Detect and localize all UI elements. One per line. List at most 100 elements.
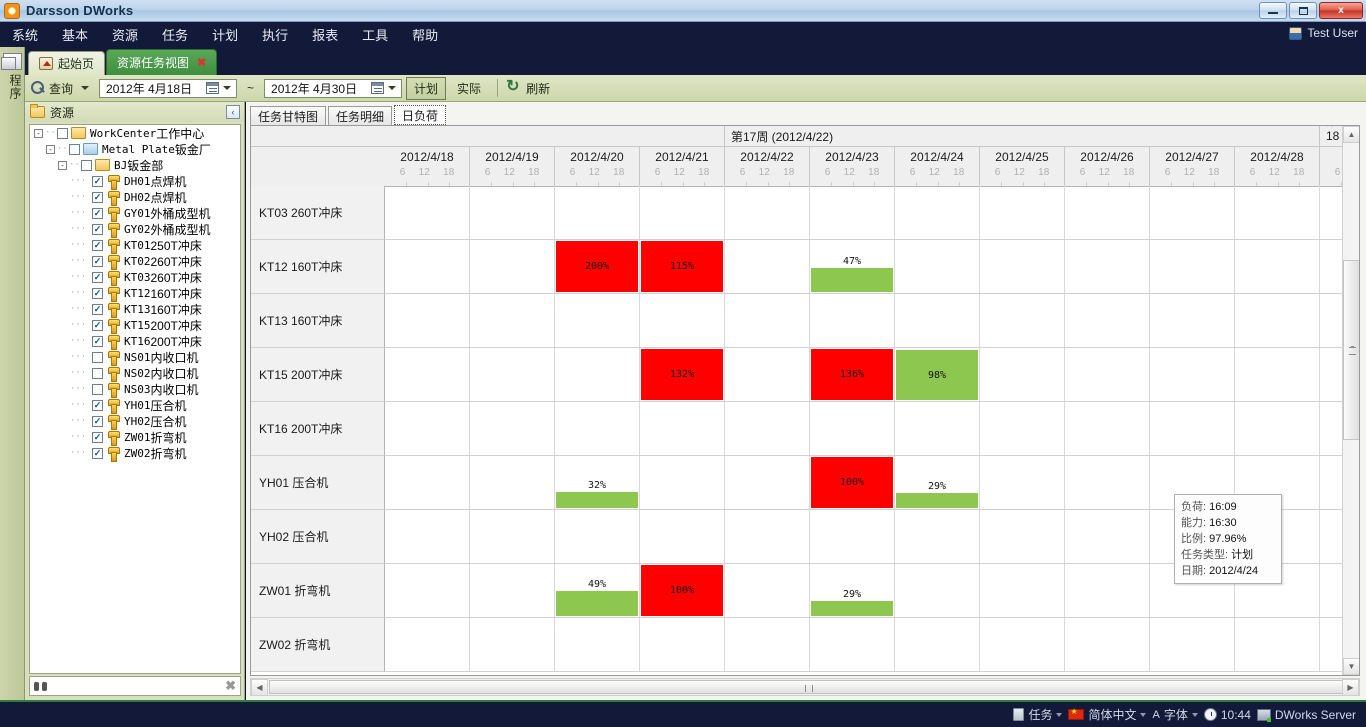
tree-item-kt15[interactable]: ··· KT15 200T冲床	[30, 317, 240, 334]
load-cell[interactable]	[1150, 564, 1235, 617]
tab-resource-task-view[interactable]: 资源任务视图 ✖	[106, 49, 218, 75]
load-cell[interactable]	[725, 456, 810, 509]
load-bar[interactable]: 49%	[556, 565, 638, 616]
scroll-left-button[interactable]: ◀	[251, 679, 268, 696]
horizontal-scroll-thumb[interactable]	[269, 680, 1347, 694]
load-cell[interactable]	[725, 510, 810, 563]
menu-item-execute[interactable]: 执行	[262, 28, 289, 43]
tab-close-icon[interactable]: ✖	[197, 57, 207, 69]
status-font[interactable]: A 字体	[1152, 706, 1198, 723]
resource-row-label[interactable]: YH01 压合机	[251, 456, 385, 510]
load-cell[interactable]	[555, 348, 640, 401]
load-cell[interactable]	[1235, 348, 1320, 401]
scroll-down-button[interactable]: ▼	[1343, 658, 1359, 675]
tree-item-checkbox[interactable]	[92, 447, 103, 459]
date-to-input[interactable]: 2012年 4月30日	[264, 78, 403, 98]
load-bar[interactable]: 100%	[811, 457, 893, 508]
tree-item-checkbox[interactable]	[92, 271, 103, 283]
load-cell[interactable]	[385, 294, 470, 347]
tree-item-gy01[interactable]: ··· GY01 外桶成型机	[30, 205, 240, 222]
tree-expander-icon[interactable]: -	[46, 144, 55, 154]
chevron-down-icon[interactable]	[1056, 712, 1063, 717]
tree-item-checkbox[interactable]	[92, 415, 103, 427]
load-cell[interactable]	[895, 186, 980, 239]
tree-item-bj[interactable]: - ·· BJ 钣金部	[30, 157, 240, 173]
load-cell[interactable]	[1150, 240, 1235, 293]
tree-item-kt01[interactable]: ··· KT01 250T冲床	[30, 237, 240, 254]
tree-item-workcenter[interactable]: - ·· WorkCenter 工作中心	[30, 125, 240, 141]
tree-item-metal-plate[interactable]: - ·· Metal Plate 钣金厂	[30, 141, 240, 157]
load-cell[interactable]	[1065, 564, 1150, 617]
load-cell[interactable]	[1150, 618, 1235, 671]
tree-item-checkbox[interactable]	[92, 319, 103, 331]
scroll-right-button[interactable]: ▶	[1342, 679, 1359, 696]
load-cell[interactable]: 200%	[555, 240, 640, 293]
load-cell[interactable]	[895, 240, 980, 293]
load-cell[interactable]	[385, 348, 470, 401]
load-cell[interactable]: 115%	[640, 240, 725, 293]
vertical-scroll-thumb[interactable]	[1343, 260, 1359, 440]
tree-item-checkbox[interactable]	[92, 383, 103, 395]
tree-item-checkbox[interactable]	[92, 367, 103, 379]
scroll-up-button[interactable]: ▲	[1343, 126, 1359, 143]
load-cell[interactable]: 47%	[810, 240, 895, 293]
load-cell[interactable]: 100%	[810, 456, 895, 509]
tree-expander-icon[interactable]: -	[34, 128, 43, 138]
collapse-panel-button[interactable]: ‹	[226, 105, 240, 119]
horizontal-scrollbar[interactable]: ◀ ▶	[250, 678, 1360, 696]
load-cell[interactable]	[725, 348, 810, 401]
load-cell[interactable]	[640, 186, 725, 239]
load-cell[interactable]	[1065, 186, 1150, 239]
load-cell[interactable]	[1150, 294, 1235, 347]
tree-item-kt16[interactable]: ··· KT16 200T冲床	[30, 333, 240, 350]
tab-task-gantt[interactable]: 任务甘特图	[250, 106, 327, 125]
load-cell[interactable]	[470, 186, 555, 239]
load-cell[interactable]	[1150, 348, 1235, 401]
load-cell[interactable]	[1235, 456, 1320, 509]
load-cell[interactable]	[1065, 402, 1150, 455]
tree-item-checkbox[interactable]	[92, 287, 103, 299]
tree-item-checkbox[interactable]	[92, 223, 103, 235]
resource-row-label[interactable]: ZW02 折弯机	[251, 618, 385, 672]
menu-item-basic[interactable]: 基本	[62, 28, 89, 43]
minimize-button[interactable]	[1259, 2, 1287, 19]
load-cell[interactable]: 49%	[555, 564, 640, 617]
tree-item-checkbox[interactable]	[81, 159, 92, 171]
search-icon[interactable]	[31, 81, 45, 95]
load-bar[interactable]: 47%	[811, 241, 893, 292]
load-cell[interactable]	[725, 564, 810, 617]
load-cell[interactable]	[1150, 402, 1235, 455]
menu-item-help[interactable]: 帮助	[412, 28, 439, 43]
vertical-scrollbar[interactable]: ▲ ▼	[1342, 126, 1359, 675]
menu-item-system[interactable]: 系统	[12, 28, 39, 43]
tree-item-checkbox[interactable]	[92, 303, 103, 315]
load-cell[interactable]	[555, 294, 640, 347]
load-cell[interactable]	[895, 618, 980, 671]
load-cell[interactable]	[470, 294, 555, 347]
load-cell[interactable]	[980, 240, 1065, 293]
load-cell[interactable]	[1065, 240, 1150, 293]
tab-daily-load[interactable]: 日负荷	[394, 105, 447, 125]
load-cell[interactable]	[555, 402, 640, 455]
load-cell[interactable]	[385, 456, 470, 509]
load-cell[interactable]	[640, 510, 725, 563]
daily-load-grid[interactable]: 第17周 (2012/4/22)第18周 2012/4/18612182012/…	[250, 125, 1360, 676]
load-cell[interactable]	[980, 186, 1065, 239]
load-cell[interactable]	[555, 510, 640, 563]
calendar-icon[interactable]	[206, 82, 220, 94]
tree-item-checkbox[interactable]	[92, 239, 103, 251]
load-cell[interactable]: 29%	[895, 456, 980, 509]
load-cell[interactable]	[1150, 186, 1235, 239]
load-cell[interactable]	[1065, 618, 1150, 671]
tree-item-checkbox[interactable]	[69, 143, 80, 155]
tab-start-page[interactable]: 起始页	[28, 51, 106, 75]
load-cell[interactable]	[385, 510, 470, 563]
load-cell[interactable]	[385, 618, 470, 671]
tree-item-yh01[interactable]: ··· YH01 压合机	[30, 397, 240, 414]
load-cell[interactable]	[725, 240, 810, 293]
chevron-down-icon[interactable]	[1140, 712, 1147, 717]
load-cell[interactable]	[1235, 564, 1320, 617]
tree-item-kt02[interactable]: ··· KT02 260T冲床	[30, 253, 240, 270]
chevron-down-icon[interactable]	[223, 86, 232, 90]
load-cell[interactable]	[810, 618, 895, 671]
